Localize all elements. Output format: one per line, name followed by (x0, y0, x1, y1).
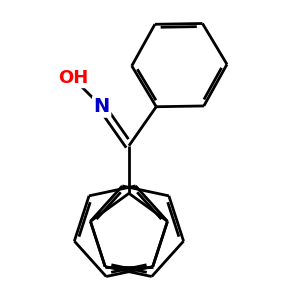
Text: N: N (94, 97, 110, 116)
Text: OH: OH (58, 69, 88, 87)
